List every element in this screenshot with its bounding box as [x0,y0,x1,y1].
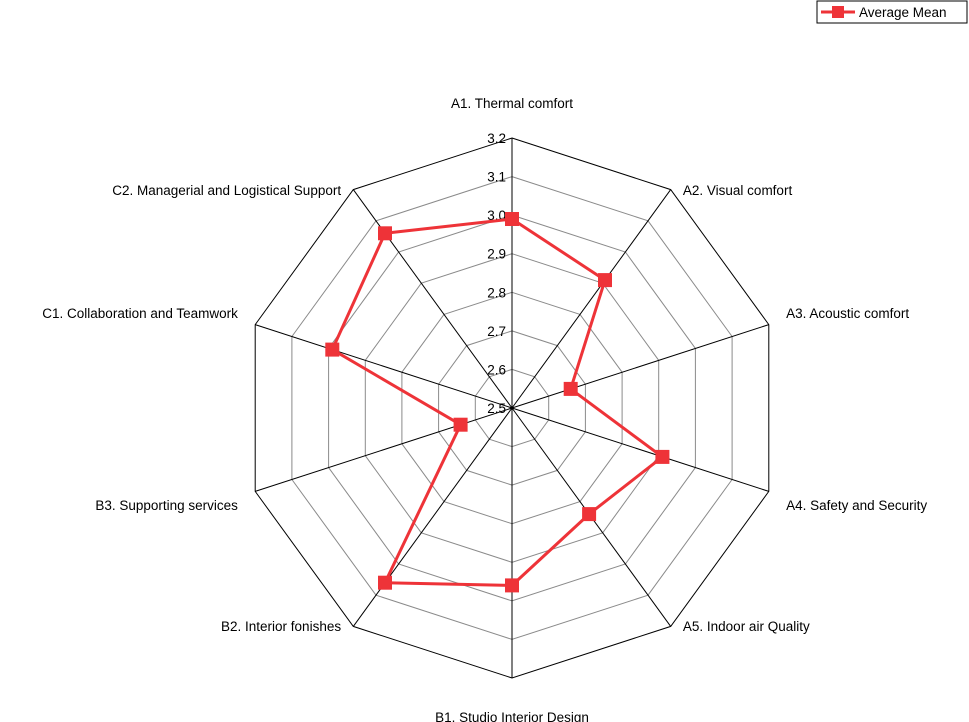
data-point [325,342,340,357]
data-point [505,212,519,226]
tick-label: 2.6 [487,362,506,377]
data-point [563,381,578,396]
tick-label: 2.9 [487,247,506,262]
legend-box [816,0,968,24]
spoke [511,189,672,409]
data-point [505,578,519,593]
tick-label: 2.8 [487,285,506,300]
legend-label: Average Mean [859,5,947,20]
category-label: C1. Collaboration and Teamwork [42,306,238,321]
spoke [255,324,513,409]
category-label: B2. Interior fonishes [221,619,341,634]
tick-label: 2.7 [487,324,506,339]
tick-label: 3.2 [487,131,506,146]
series-layer [325,212,670,593]
data-point [598,273,612,288]
category-label: A1. Thermal comfort [451,96,573,111]
category-label: A2. Visual comfort [683,183,793,198]
tick-label: 3.1 [487,170,506,185]
category-label: A3. Acoustic comfort [786,306,909,321]
data-point [378,226,392,241]
spoke [352,189,513,409]
spoke [511,407,769,492]
spoke [352,407,513,627]
data-point [655,449,670,464]
tick-label: 2.5 [487,401,506,416]
data-point [582,507,597,522]
data-point [453,417,468,432]
legend-marker [832,6,844,18]
spoke [511,324,769,409]
radial-tick-labels: 2.52.62.72.82.93.03.13.2 [487,131,506,416]
category-label: B3. Supporting services [95,498,238,513]
category-label: C2. Managerial and Logistical Support [112,183,341,198]
category-label: A4. Safety and Security [786,498,927,513]
radar-spokes [255,138,769,678]
data-point [378,575,392,590]
category-label: B1. Studio Interior Design [435,710,589,722]
category-label: A5. Indoor air Quality [683,619,810,634]
legend: Average Mean [816,0,968,24]
category-labels: A1. Thermal comfort A2. Visual comfort A3.… [42,96,927,722]
spoke [255,407,513,492]
